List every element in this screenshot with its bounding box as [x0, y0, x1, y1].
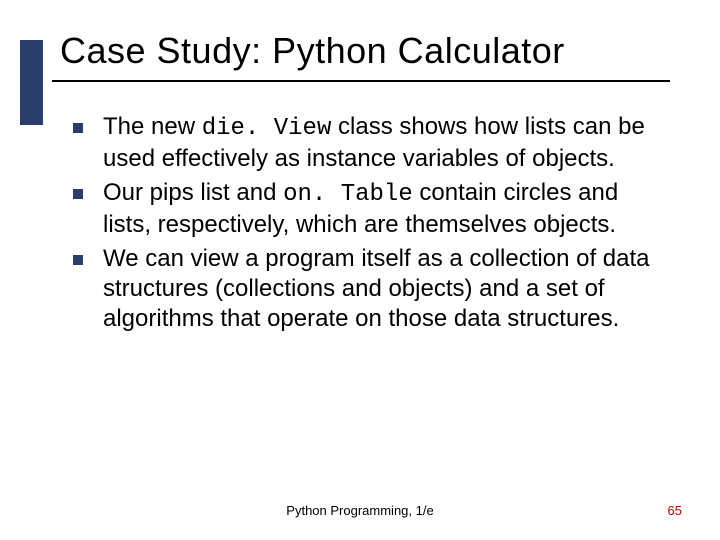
page-number: 65 — [668, 503, 682, 518]
bullet-text-pre: We can view a program itself as a collec… — [103, 245, 650, 332]
bullet-item: The new die. View class shows how lists … — [73, 112, 670, 174]
bullet-code: on. Table — [283, 181, 413, 208]
bullet-list: The new die. View class shows how lists … — [73, 112, 670, 336]
bullet-text-pre: Our pips list and — [103, 179, 283, 206]
title-underline — [52, 80, 670, 82]
slide-title: Case Study: Python Calculator — [60, 30, 680, 72]
bullet-item: Our pips list and on. Table contain circ… — [73, 178, 670, 240]
bullet-item: We can view a program itself as a collec… — [73, 244, 670, 336]
bullet-text-pre: The new — [103, 113, 202, 140]
slide: Case Study: Python Calculator The new di… — [0, 0, 720, 540]
footer-center: Python Programming, 1/e — [0, 503, 720, 518]
accent-bar — [20, 40, 43, 125]
bullet-code: die. View — [202, 115, 332, 142]
